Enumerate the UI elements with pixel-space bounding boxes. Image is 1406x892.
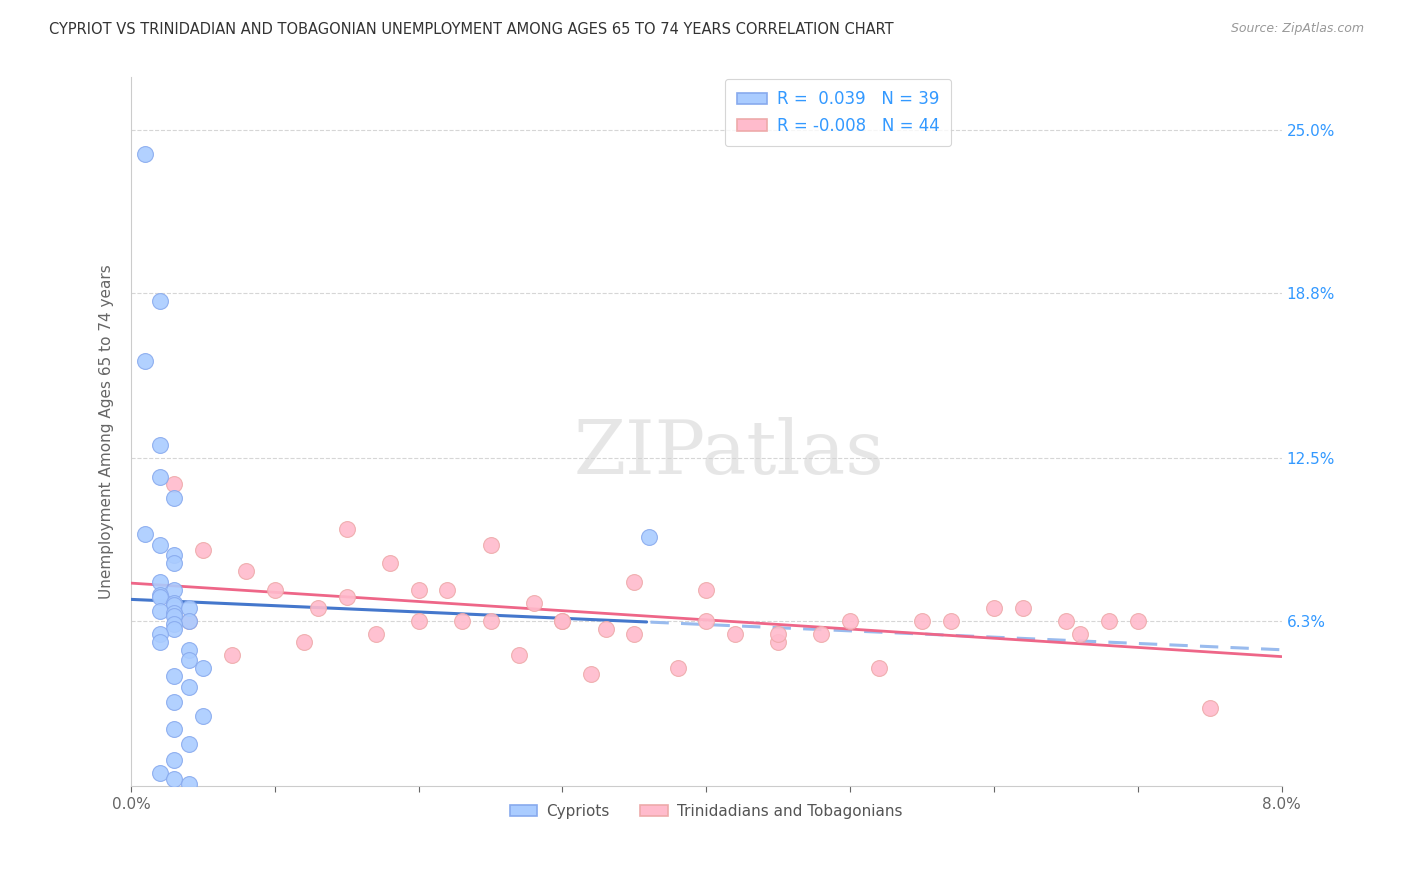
Point	[191, 543, 214, 558]
Point	[149, 627, 172, 641]
Point	[177, 614, 200, 628]
Point	[149, 591, 172, 605]
Point	[581, 666, 603, 681]
Point	[149, 438, 172, 452]
Point	[163, 582, 186, 597]
Point	[1126, 614, 1149, 628]
Point	[479, 538, 502, 552]
Point	[523, 596, 546, 610]
Point	[408, 614, 430, 628]
Point	[839, 614, 862, 628]
Point	[163, 491, 186, 505]
Point	[810, 627, 832, 641]
Point	[983, 601, 1005, 615]
Point	[149, 293, 172, 308]
Point	[149, 574, 172, 589]
Point	[1098, 614, 1121, 628]
Point	[149, 766, 172, 780]
Point	[479, 614, 502, 628]
Point	[408, 582, 430, 597]
Point	[263, 582, 285, 597]
Legend: Cypriots, Trinidadians and Tobagonians: Cypriots, Trinidadians and Tobagonians	[503, 797, 908, 825]
Point	[436, 582, 458, 597]
Point	[149, 603, 172, 617]
Point	[163, 606, 186, 620]
Y-axis label: Unemployment Among Ages 65 to 74 years: Unemployment Among Ages 65 to 74 years	[100, 265, 114, 599]
Point	[724, 627, 747, 641]
Point	[1069, 627, 1091, 641]
Point	[307, 601, 329, 615]
Point	[177, 614, 200, 628]
Point	[163, 772, 186, 786]
Text: Source: ZipAtlas.com: Source: ZipAtlas.com	[1230, 22, 1364, 36]
Point	[177, 601, 200, 615]
Point	[149, 538, 172, 552]
Point	[551, 614, 574, 628]
Point	[177, 777, 200, 791]
Point	[134, 354, 156, 368]
Point	[163, 722, 186, 736]
Point	[163, 599, 186, 613]
Point	[378, 556, 401, 570]
Point	[508, 648, 530, 662]
Point	[177, 738, 200, 752]
Point	[163, 549, 186, 563]
Point	[1198, 700, 1220, 714]
Point	[551, 614, 574, 628]
Point	[177, 680, 200, 694]
Point	[939, 614, 962, 628]
Point	[623, 627, 645, 641]
Point	[134, 146, 156, 161]
Point	[163, 477, 186, 491]
Point	[695, 614, 717, 628]
Point	[149, 469, 172, 483]
Point	[695, 582, 717, 597]
Point	[1054, 614, 1077, 628]
Point	[336, 591, 359, 605]
Point	[623, 574, 645, 589]
Text: ZIPatlas: ZIPatlas	[574, 417, 884, 490]
Point	[163, 622, 186, 636]
Point	[177, 643, 200, 657]
Point	[450, 614, 472, 628]
Point	[868, 661, 890, 675]
Point	[163, 608, 186, 623]
Point	[134, 527, 156, 541]
Point	[666, 661, 689, 675]
Point	[191, 661, 214, 675]
Point	[766, 627, 789, 641]
Point	[163, 669, 186, 683]
Point	[336, 522, 359, 536]
Point	[163, 753, 186, 767]
Point	[163, 596, 186, 610]
Point	[221, 648, 243, 662]
Point	[595, 622, 617, 636]
Text: CYPRIOT VS TRINIDADIAN AND TOBAGONIAN UNEMPLOYMENT AMONG AGES 65 TO 74 YEARS COR: CYPRIOT VS TRINIDADIAN AND TOBAGONIAN UN…	[49, 22, 894, 37]
Point	[191, 708, 214, 723]
Point	[235, 564, 257, 578]
Point	[637, 530, 659, 544]
Point	[364, 627, 387, 641]
Point	[177, 653, 200, 667]
Point	[163, 695, 186, 709]
Point	[149, 635, 172, 649]
Point	[911, 614, 934, 628]
Point	[163, 616, 186, 631]
Point	[1011, 601, 1033, 615]
Point	[766, 635, 789, 649]
Point	[292, 635, 315, 649]
Point	[163, 556, 186, 570]
Point	[149, 588, 172, 602]
